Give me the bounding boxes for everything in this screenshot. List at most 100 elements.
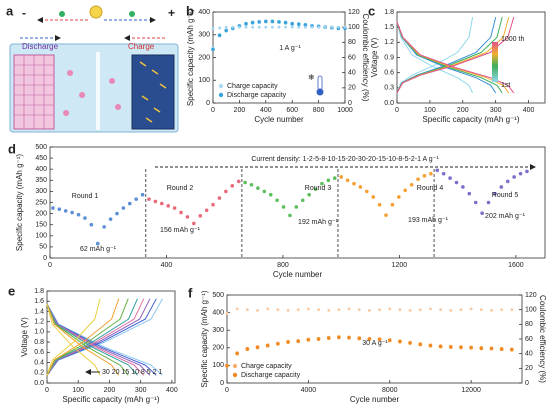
- curve: [396, 21, 503, 94]
- point: [438, 344, 443, 349]
- schematic: a - + Discharge Charge: [6, 3, 179, 133]
- y-tick-label: 400: [35, 166, 47, 173]
- legend-marker: [218, 83, 224, 89]
- x-axis-title: Cycle number: [273, 270, 323, 279]
- curve: [396, 21, 497, 94]
- point: [429, 171, 433, 176]
- point: [467, 191, 472, 196]
- cathode: [131, 54, 175, 130]
- annotation: 30 20 15 10 8 5 2 1: [102, 369, 162, 376]
- x-tick-label: 100: [72, 387, 84, 394]
- point: [255, 345, 260, 350]
- y2-tick-label: 100: [525, 307, 537, 314]
- curve: [46, 298, 129, 376]
- annotation: Round 1: [72, 193, 99, 200]
- curve: [396, 21, 474, 94]
- point: [449, 309, 453, 312]
- y-tick-label: 0.9: [384, 54, 394, 61]
- point: [512, 175, 516, 179]
- point: [418, 308, 422, 312]
- y-tick-label: 1.8: [34, 288, 44, 295]
- point: [490, 309, 493, 312]
- point: [271, 25, 274, 29]
- point: [307, 192, 311, 197]
- point: [459, 345, 463, 350]
- curve: [396, 16, 515, 94]
- point: [397, 195, 401, 199]
- x-tick-label: 800: [277, 262, 289, 269]
- point: [290, 25, 294, 29]
- point: [377, 337, 382, 342]
- point: [422, 174, 427, 178]
- y-axis-title: Specific capacity (mAh g⁻¹): [186, 9, 195, 106]
- y2-tick-label: 120: [348, 9, 360, 16]
- point: [499, 185, 504, 189]
- legend-label: Discharge capacity: [241, 372, 301, 379]
- point: [251, 25, 255, 29]
- curve: [46, 298, 138, 376]
- point: [296, 339, 301, 344]
- colorbar-label: 1st: [501, 82, 510, 89]
- y2-tick-label: 0: [348, 100, 352, 107]
- y-tick-label: 250: [35, 199, 47, 206]
- point: [147, 197, 151, 201]
- x-tick-label: 800: [313, 107, 325, 114]
- panel-label: e: [8, 283, 15, 298]
- y-tick-label: 150: [35, 222, 47, 229]
- y2-tick-label: 60: [348, 54, 356, 61]
- plus-sign: +: [168, 6, 175, 20]
- curve: [46, 298, 120, 376]
- point: [408, 309, 412, 312]
- y2-axis-title: Coulombic efficiency (%): [538, 295, 547, 383]
- point: [330, 25, 334, 29]
- point: [304, 25, 307, 29]
- y2-tick-label: 120: [525, 292, 537, 299]
- curve: [396, 17, 474, 94]
- point: [499, 347, 504, 352]
- annotation: 192 mAh g⁻¹: [298, 219, 339, 226]
- point: [275, 198, 279, 203]
- colorbar: [492, 42, 498, 82]
- point: [277, 25, 281, 29]
- point: [166, 204, 171, 208]
- x-tick-label: 0: [395, 107, 399, 114]
- legend-label: Charge capacity: [227, 83, 278, 90]
- point: [489, 346, 494, 351]
- point: [461, 185, 465, 189]
- y-tick-label: 0.8: [34, 339, 44, 346]
- annotation: Round 3: [305, 185, 332, 192]
- point: [310, 25, 314, 29]
- point: [63, 209, 68, 213]
- point: [134, 197, 138, 201]
- point: [264, 19, 268, 24]
- electron: [129, 11, 135, 17]
- plot-frame: [49, 146, 546, 259]
- point: [469, 346, 473, 350]
- x-tick-label: 1600: [508, 262, 524, 269]
- point: [224, 28, 228, 33]
- point: [230, 184, 235, 188]
- x-tick-label: 300: [135, 387, 147, 394]
- point: [76, 212, 81, 217]
- point: [277, 20, 281, 24]
- y-tick-label: 350: [35, 177, 47, 184]
- point: [224, 25, 228, 29]
- x-tick-label: 8000: [382, 387, 398, 394]
- point: [236, 179, 241, 184]
- curve: [46, 298, 101, 376]
- curve: [46, 303, 101, 376]
- point: [317, 308, 320, 312]
- y-tick-label: 400: [212, 309, 224, 316]
- point: [217, 196, 222, 200]
- y-tick-label: 200: [35, 210, 47, 217]
- curve: [46, 303, 129, 376]
- x-tick-label: 300: [490, 107, 502, 114]
- point: [284, 25, 287, 29]
- y-tick-label: 100: [35, 233, 47, 240]
- legend-label: Discharge capacity: [227, 92, 287, 99]
- y-axis-title: Specific capacity (mAh g⁻¹): [15, 154, 24, 251]
- point: [371, 195, 376, 199]
- annotation: 30 A g⁻¹: [362, 340, 388, 347]
- y2-tick-label: 40: [525, 351, 533, 358]
- y-tick-label: 0.6: [34, 349, 44, 356]
